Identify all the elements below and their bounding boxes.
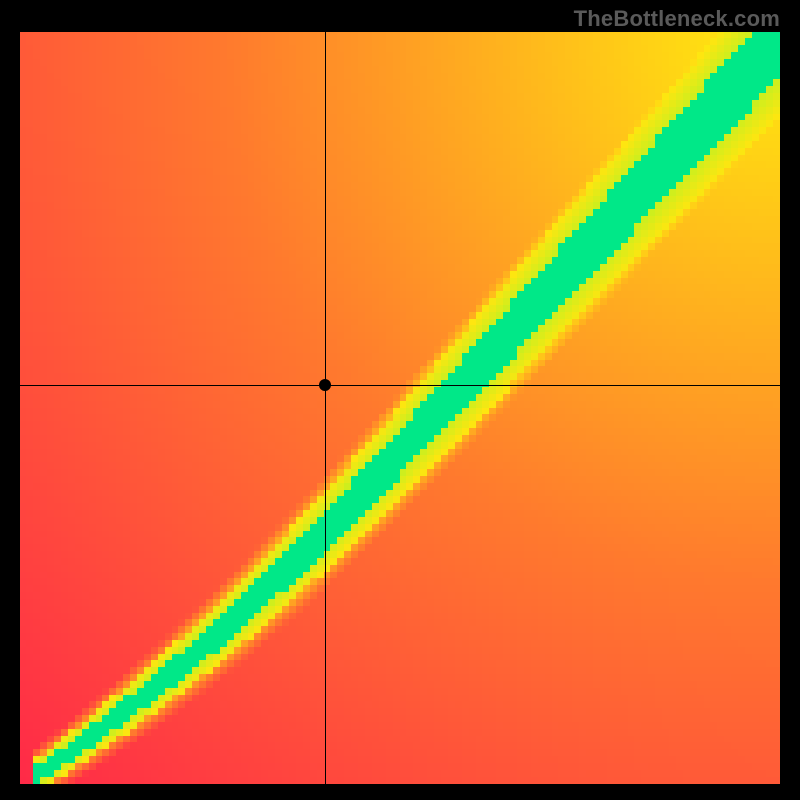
plot-area: [20, 32, 780, 784]
heatmap-canvas: [20, 32, 780, 784]
crosshair-horizontal: [20, 385, 780, 386]
chart-container: TheBottleneck.com: [0, 0, 800, 800]
crosshair-marker: [319, 379, 331, 391]
watermark-text: TheBottleneck.com: [574, 6, 780, 32]
crosshair-vertical: [325, 32, 326, 784]
